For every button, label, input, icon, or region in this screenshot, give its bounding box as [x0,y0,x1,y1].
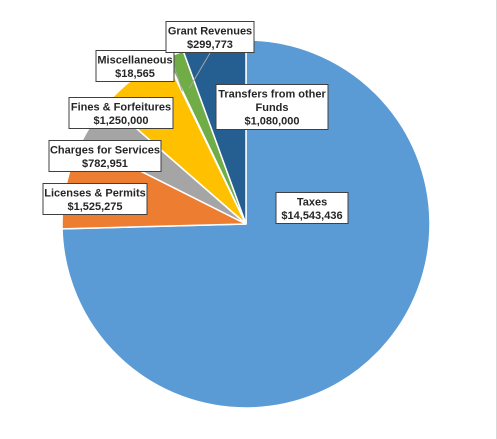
leader-line-miscellaneous [173,65,183,92]
data-label-grant-revenues: Grant Revenues $299,773 [165,21,255,53]
data-label-charges-for-services: Charges for Services $782,951 [48,140,162,172]
data-label-category: Charges for Services [50,144,160,156]
data-label-box [215,84,329,130]
data-label-box [95,50,175,82]
data-label-box [275,192,349,224]
data-label-category: Transfers from other [218,89,326,101]
data-label-category: Grant Revenues [168,25,252,37]
data-label-category: Fines & Forfeitures [71,101,171,113]
data-label-licenses-and-permits: Licenses & Permits $1,525,275 [42,183,148,215]
data-label-miscellaneous: Miscellaneous $18,565 [95,50,175,82]
data-label-value: $18,565 [115,68,155,80]
data-label-value: $299,773 [187,39,233,51]
data-label-value: $14,543,436 [281,210,342,222]
data-label-value: $1,250,000 [93,115,148,127]
data-labels-layer: Taxes $14,543,436 Licenses & Permits $1,525… [42,21,349,224]
data-label-category: Licenses & Permits [44,187,146,199]
data-label-category: Taxes [297,196,327,208]
data-label-box [48,140,162,172]
data-label-value: $782,951 [82,158,128,170]
leader-line-grant-revenues [188,52,211,89]
data-label-box [68,97,174,129]
data-label-category: Funds [256,102,289,114]
data-label-fines-and-forfeitures: Fines & Forfeitures $1,250,000 [68,97,174,129]
data-label-box [165,21,255,53]
data-label-box [42,183,148,215]
data-label-category: Miscellaneous [97,54,172,66]
data-label-value: $1,080,000 [244,116,299,128]
data-label-taxes: Taxes $14,543,436 [275,192,349,224]
data-label-value: $1,525,275 [67,201,122,213]
